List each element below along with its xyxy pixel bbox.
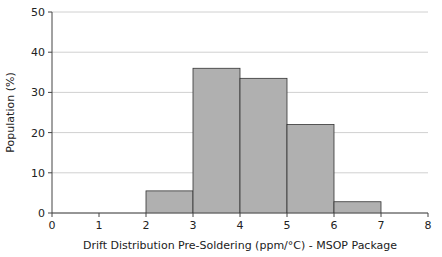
x-tick-label: 4 xyxy=(237,219,244,232)
y-tick xyxy=(48,172,52,173)
y-tick-label: 0 xyxy=(38,207,45,220)
bars xyxy=(146,68,381,213)
grid xyxy=(52,12,428,213)
x-tick-label: 5 xyxy=(284,219,291,232)
y-tick-label: 40 xyxy=(31,46,45,59)
x-tick-label: 1 xyxy=(96,219,103,232)
y-tick xyxy=(48,213,52,214)
bar xyxy=(240,78,287,213)
y-tick-label: 50 xyxy=(31,6,45,19)
y-tick-label: 30 xyxy=(31,86,45,99)
bar xyxy=(193,68,240,213)
grid-line xyxy=(52,52,428,53)
x-tick xyxy=(287,213,288,217)
x-tick xyxy=(240,213,241,217)
x-tick xyxy=(99,213,100,217)
bar xyxy=(334,202,381,213)
y-tick xyxy=(48,132,52,133)
y-tick xyxy=(48,52,52,53)
y-tick-label: 20 xyxy=(31,127,45,140)
x-tick xyxy=(428,213,429,217)
y-tick-label: 10 xyxy=(31,167,45,180)
x-tick xyxy=(193,213,194,217)
bar xyxy=(287,125,334,213)
y-axis-line xyxy=(52,12,53,213)
y-axis-label: Population (%) xyxy=(4,72,17,152)
grid-line xyxy=(52,12,428,13)
chart-container: 0 10 20 30 40 50 0 1 2 3 4 5 6 7 8 Drift Distribution P… xyxy=(0,0,442,257)
x-tick xyxy=(146,213,147,217)
y-tick xyxy=(48,92,52,93)
x-tick xyxy=(52,213,53,217)
x-tick-label: 7 xyxy=(378,219,385,232)
x-tick-label: 6 xyxy=(331,219,338,232)
x-tick xyxy=(334,213,335,217)
x-axis-label: Drift Distribution Pre-Soldering (ppm/°C… xyxy=(83,239,397,252)
y-tick xyxy=(48,12,52,13)
x-tick-label: 3 xyxy=(190,219,197,232)
bar xyxy=(146,191,193,213)
x-tick-label: 8 xyxy=(425,219,432,232)
x-tick-label: 0 xyxy=(49,219,56,232)
x-tick-label: 2 xyxy=(143,219,150,232)
chart-svg: 0 10 20 30 40 50 0 1 2 3 4 5 6 7 8 Drift Distribution P… xyxy=(0,0,442,257)
axes: 0 10 20 30 40 50 0 1 2 3 4 5 6 7 8 xyxy=(31,6,432,232)
x-tick xyxy=(381,213,382,217)
